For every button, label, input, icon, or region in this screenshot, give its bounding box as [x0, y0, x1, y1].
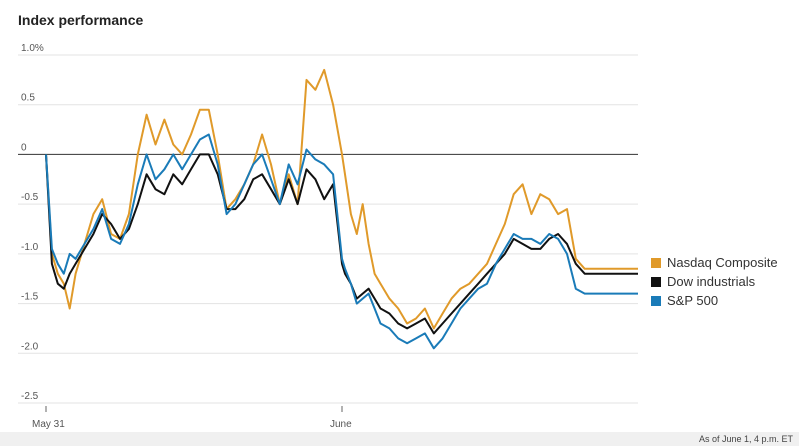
- y-tick-label: -1.0: [21, 242, 39, 253]
- legend-swatch-dow: [651, 276, 661, 287]
- legend-item-dow: Dow industrials: [651, 272, 778, 291]
- x-tick-label: May 31: [32, 419, 65, 430]
- legend-item-nasdaq: Nasdaq Composite: [651, 253, 778, 272]
- series-layer: [45, 68, 638, 350]
- y-tick-label: -2.0: [21, 341, 39, 352]
- y-tick-label: 0.5: [21, 93, 35, 104]
- y-tick-label: 1.0%: [21, 43, 44, 54]
- series-line-nasdaq-composite: [45, 68, 638, 330]
- y-tick-label: 0: [21, 142, 27, 153]
- y-tick-labels: 1.0% 0.5 0 -0.5 -1.0 -1.5 -2.0 -2.5: [21, 43, 44, 402]
- y-tick-label: -2.5: [21, 391, 39, 402]
- chart-title: Index performance: [18, 12, 144, 28]
- bottom-strip: [0, 432, 799, 446]
- grid-layer: [18, 54, 638, 404]
- legend-swatch-nasdaq: [651, 257, 661, 268]
- x-tick-label: June: [330, 419, 352, 430]
- series-line-dow-industrials: [45, 153, 638, 335]
- legend: Nasdaq Composite Dow industrials S&P 500: [651, 253, 778, 310]
- legend-swatch-sp500: [651, 295, 661, 306]
- y-tick-label: -1.5: [21, 292, 39, 303]
- footnote: As of June 1, 4 p.m. ET: [698, 434, 793, 444]
- legend-label-nasdaq: Nasdaq Composite: [667, 255, 778, 270]
- y-tick-label: -0.5: [21, 192, 39, 203]
- legend-label-dow: Dow industrials: [667, 274, 756, 289]
- legend-item-sp500: S&P 500: [651, 291, 778, 310]
- x-tick-labels: May 31 June: [32, 406, 352, 430]
- legend-label-sp500: S&P 500: [667, 293, 719, 308]
- series-line-s-p-500: [45, 133, 638, 350]
